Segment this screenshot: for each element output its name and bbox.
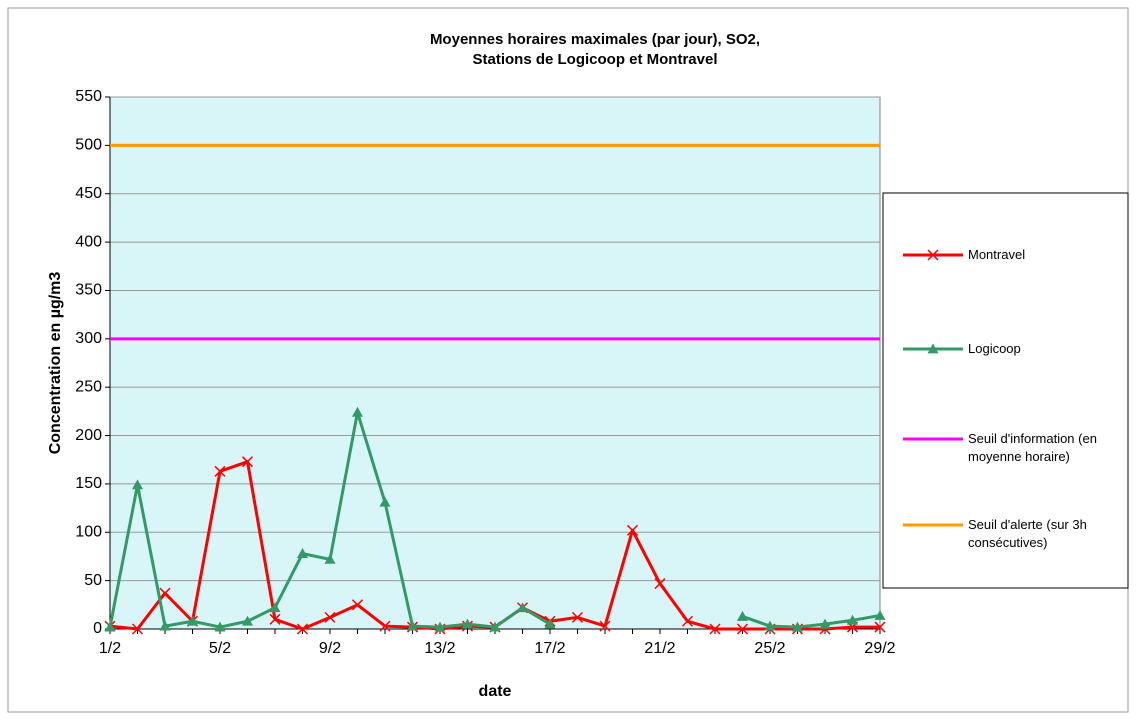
data-point [462, 618, 473, 629]
data-point [104, 621, 116, 632]
x-axis-title: date [479, 683, 512, 700]
data-point [324, 553, 336, 564]
data-point [489, 621, 501, 632]
legend-marker [927, 249, 939, 261]
data-point [874, 609, 886, 620]
data-point [874, 621, 886, 633]
y-tick-label: 550 [75, 88, 102, 105]
data-point [571, 611, 584, 623]
plot-area [109, 96, 881, 630]
y-tick-label: 350 [75, 282, 102, 299]
data-point [407, 620, 418, 631]
x-tick-label: 5/2 [209, 640, 231, 657]
legend-label: Logicoop [968, 341, 1021, 356]
y-axis-title: Concentration en µg/m3 [47, 272, 64, 455]
data-point [352, 406, 363, 417]
data-point [517, 602, 528, 613]
data-point [324, 611, 336, 623]
data-point [269, 613, 281, 625]
y-tick-label: 100 [75, 523, 102, 540]
data-point [379, 496, 391, 507]
x-tick-label: 25/2 [754, 640, 785, 657]
data-point [709, 623, 721, 635]
data-point [379, 620, 391, 632]
data-point [241, 456, 254, 468]
data-point [819, 618, 831, 629]
legend-label: Montravel [968, 247, 1026, 262]
y-tick-label: 50 [84, 572, 102, 589]
data-point [131, 623, 144, 635]
data-point [847, 614, 858, 625]
data-point [159, 620, 171, 631]
legend-label: Seuil d'information (en moyenne horaire) [968, 431, 1097, 464]
data-point [296, 623, 309, 635]
data-point [626, 524, 639, 536]
y-tick-label: 250 [75, 378, 102, 395]
y-tick-label: 400 [75, 233, 102, 250]
data-point [242, 615, 253, 626]
data-point [792, 621, 803, 632]
data-point [764, 620, 776, 631]
x-tick-label: 1/2 [99, 640, 121, 657]
data-point [736, 623, 749, 635]
x-tick-label: 9/2 [319, 640, 341, 657]
x-tick-label: 17/2 [534, 640, 565, 657]
data-point [599, 620, 611, 632]
data-point [544, 618, 556, 629]
y-tick-label: 200 [75, 427, 102, 444]
data-point [434, 621, 446, 632]
x-tick-label: 29/2 [864, 640, 895, 657]
legend-marker [927, 343, 939, 354]
data-point [214, 621, 226, 632]
data-point [214, 465, 226, 477]
data-point [681, 615, 694, 627]
y-tick-label: 150 [75, 475, 102, 492]
legend-label: Seuil d'alerte (sur 3h consécutives) [968, 517, 1087, 550]
chart-title: Moyennes horaires maximales (par jour), … [430, 31, 760, 48]
y-tick-label: 300 [75, 330, 102, 347]
data-point [159, 587, 171, 599]
y-tick-label: 0 [93, 620, 102, 637]
data-point [269, 602, 281, 613]
x-tick-label: 13/2 [424, 640, 455, 657]
y-tick-label: 450 [75, 185, 102, 202]
y-tick-label: 500 [75, 137, 102, 154]
chart-title: Stations de Logicoop et Montravel [472, 51, 717, 68]
data-point [132, 479, 143, 490]
x-tick-label: 21/2 [644, 640, 675, 657]
data-point [187, 615, 198, 626]
legend-box [882, 192, 1129, 589]
data-point [351, 599, 364, 611]
data-point [654, 578, 666, 590]
data-point [737, 610, 748, 621]
data-point [297, 548, 308, 558]
